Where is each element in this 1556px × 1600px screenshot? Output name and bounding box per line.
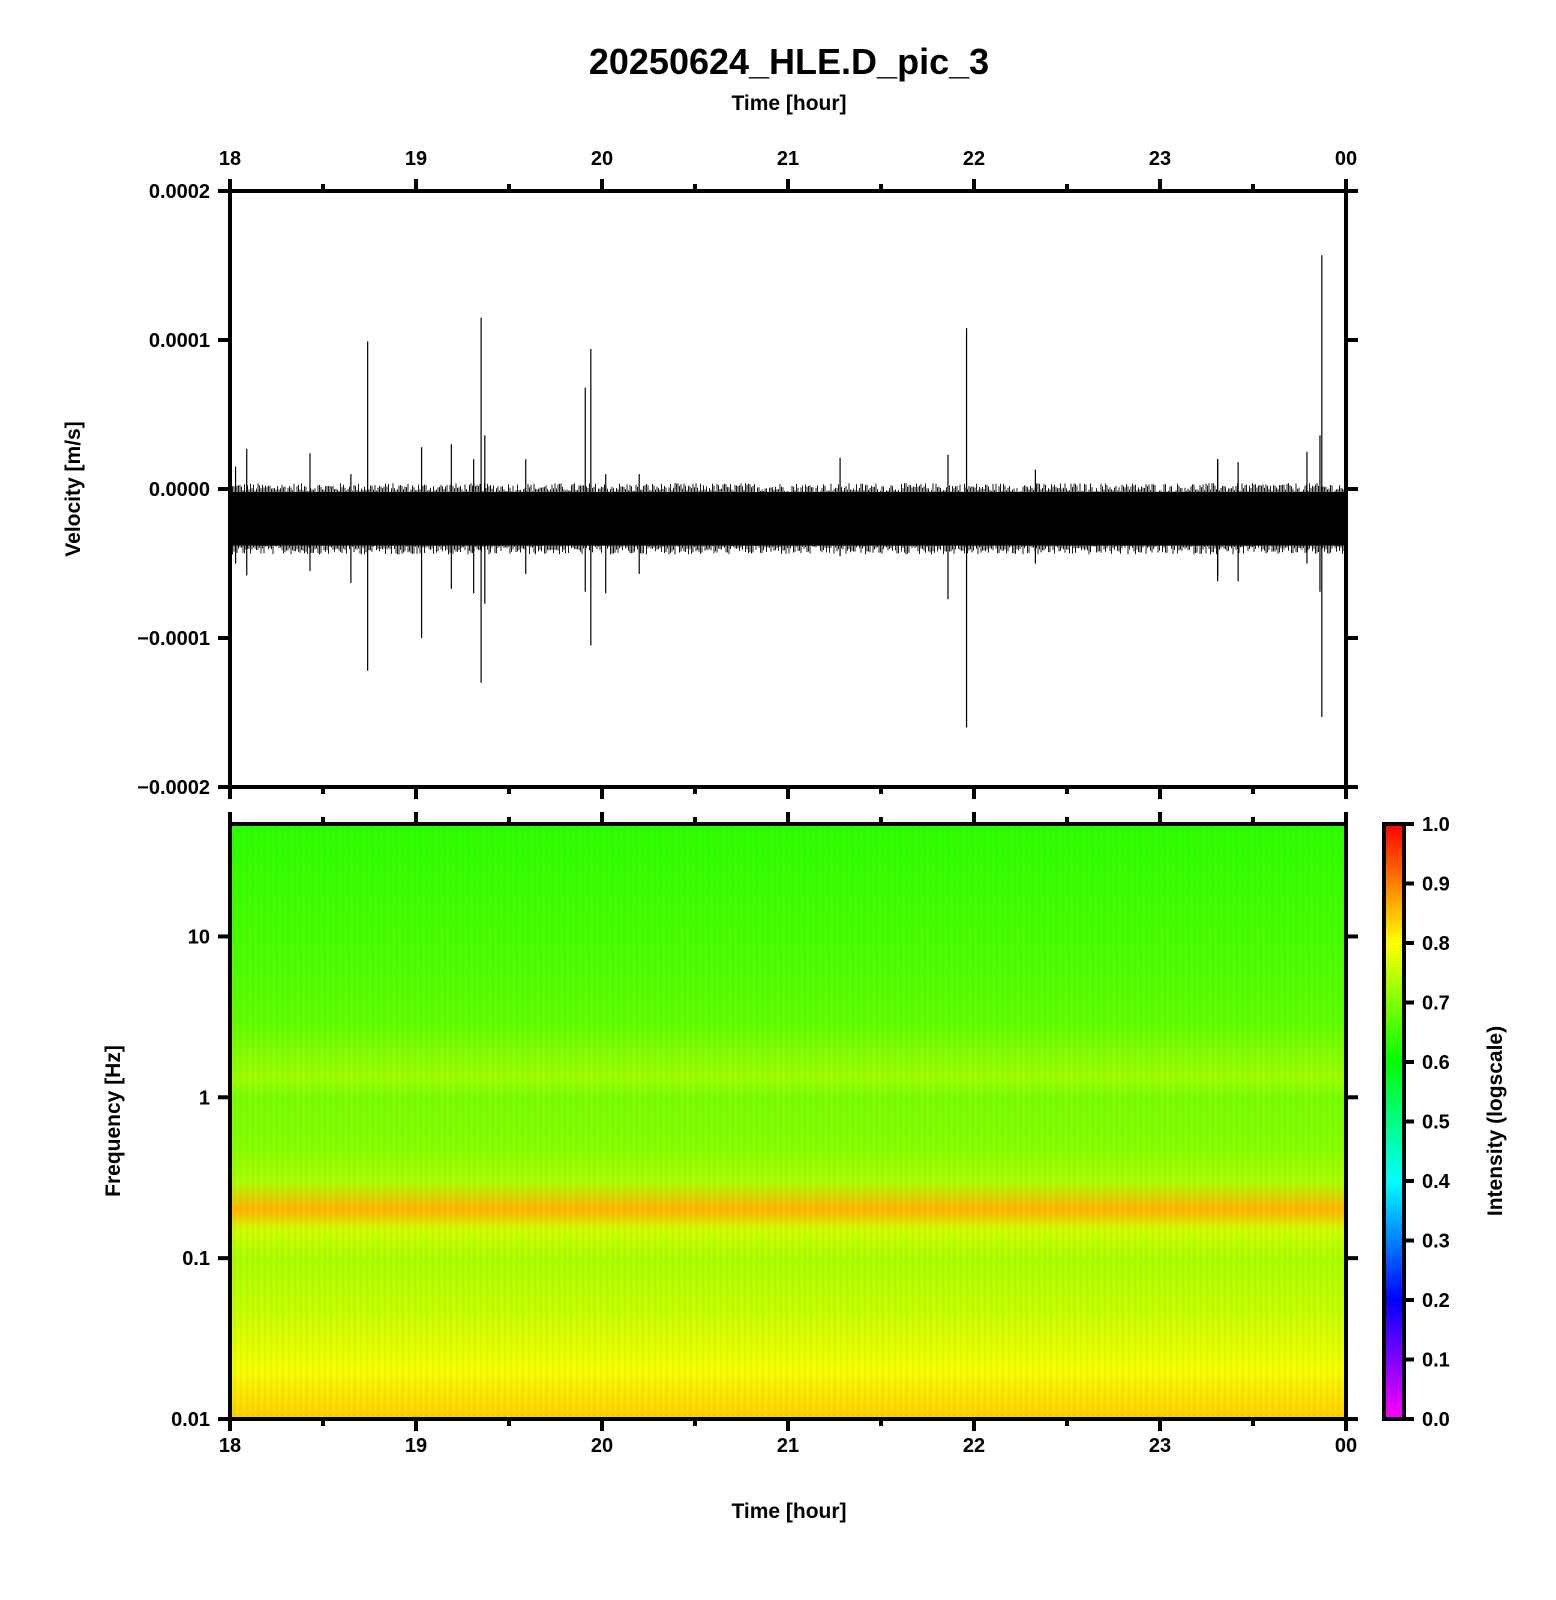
spectrogram-x-tick-label: 23	[1149, 1435, 1171, 1457]
top-x-axis-label: Time [hour]	[731, 92, 846, 115]
colorbar-tick-label: 0.7	[1422, 993, 1450, 1015]
waveform-frame	[228, 189, 1348, 789]
spectrogram-x-tick-label: 00	[1335, 1435, 1357, 1457]
waveform-trace	[230, 255, 1346, 728]
spectrogram-x-tick-label: 19	[405, 1435, 427, 1457]
waveform-panel: 0.0002 0.0001 0.0000 −0.0001 −0.0002 18 19 20 2…	[137, 148, 1358, 799]
waveform-noise-core	[230, 492, 1346, 546]
colorbar-tick-label: 0.8	[1422, 933, 1450, 955]
colorbar-tick-label: 0.0	[1422, 1409, 1450, 1431]
waveform-x-tick-label: 22	[963, 148, 985, 170]
colorbar: 1.0 0.9 0.8 0.7 0.6 0.5 0.4 0.3 0.2 0.1 0.0	[1382, 814, 1451, 1431]
spectrogram-y-tick-label: 10	[188, 926, 210, 948]
colorbar-tick-label: 0.9	[1422, 874, 1450, 896]
colorbar-tick-label: 0.4	[1422, 1171, 1451, 1193]
colorbar-tick-label: 0.1	[1422, 1350, 1450, 1372]
spectrogram-x-tick-label: 18	[219, 1435, 241, 1457]
waveform-y-ticks: 0.0002 0.0001 0.0000 −0.0001 −0.0002	[137, 181, 1358, 799]
waveform-y-axis-label: Velocity [m/s]	[62, 421, 85, 556]
spectrogram-frame	[228, 822, 1348, 1421]
spectrogram-x-tick-label: 22	[963, 1435, 985, 1457]
spectrogram-y-tick-label: 0.1	[182, 1248, 210, 1270]
colorbar-ticks: 1.0 0.9 0.8 0.7 0.6 0.5 0.4 0.3 0.2 0.1 0.0	[1404, 814, 1451, 1431]
spectrogram-panel: 10 1 0.1 0.01 18 19 20 21 22 23 00	[171, 812, 1358, 1457]
chart-title: 20250624_HLE.D_pic_3	[589, 41, 989, 82]
colorbar-label: Intensity (logscale)	[1484, 1026, 1507, 1216]
waveform-x-tick-label: 18	[219, 148, 241, 170]
spectrogram-y-tick-label: 1	[199, 1087, 210, 1109]
waveform-y-tick-label: −0.0001	[137, 628, 210, 650]
waveform-x-tick-label: 21	[777, 148, 799, 170]
colorbar-tick-label: 1.0	[1422, 814, 1450, 836]
spectrogram-x-tick-label: 21	[777, 1435, 799, 1457]
waveform-x-tick-label: 20	[591, 148, 613, 170]
spectrogram-texture	[230, 824, 1346, 1419]
waveform-x-tick-label: 23	[1149, 148, 1171, 170]
colorbar-tick-label: 0.6	[1422, 1052, 1450, 1074]
colorbar-tick-label: 0.5	[1422, 1112, 1450, 1134]
waveform-x-tick-label: 00	[1335, 148, 1357, 170]
waveform-y-tick-label: 0.0002	[149, 181, 210, 203]
spectrogram-y-tick-label: 0.01	[171, 1409, 210, 1431]
waveform-y-tick-label: 0.0001	[149, 330, 210, 352]
waveform-x-tick-label: 19	[405, 148, 427, 170]
colorbar-tick-label: 0.2	[1422, 1290, 1450, 1312]
waveform-x-ticks: 18 19 20 21 22 23 00	[219, 148, 1357, 799]
bottom-x-axis-label: Time [hour]	[731, 1500, 846, 1523]
spectrogram-x-tick-label: 20	[591, 1435, 613, 1457]
spectrogram-y-axis-label: Frequency [Hz]	[102, 1045, 125, 1197]
waveform-y-tick-label: −0.0002	[137, 777, 210, 799]
colorbar-gradient	[1382, 822, 1406, 1421]
spectrogram-y-ticks: 10 1 0.1 0.01	[171, 926, 1358, 1431]
waveform-y-tick-label: 0.0000	[149, 479, 210, 501]
colorbar-tick-label: 0.3	[1422, 1231, 1450, 1253]
